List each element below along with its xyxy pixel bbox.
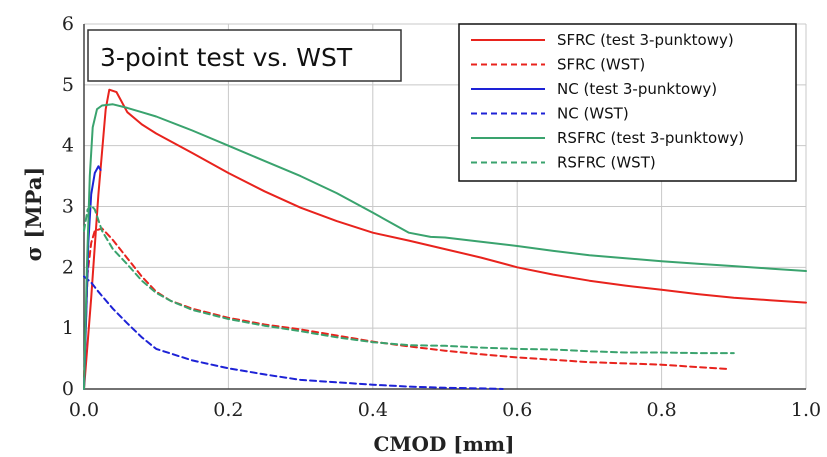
y-tick-label: 1 (62, 317, 74, 339)
x-tick-label: 0.2 (213, 399, 243, 421)
tick-labels: 0.0 0.2 0.4 0.6 0.8 1.0 0 1 2 3 4 5 6 (62, 13, 821, 421)
series-line-4 (83, 103, 807, 390)
series-line-5 (83, 204, 735, 355)
legend-item: SFRC (WST) (471, 56, 645, 74)
series-line-0 (83, 88, 807, 390)
series-line-3 (83, 275, 504, 390)
legend-item: SFRC (test 3-punktowy) (471, 31, 734, 49)
y-tick-label: 2 (62, 256, 74, 278)
y-tick-label: 4 (62, 135, 74, 157)
x-tick-label: 1.0 (791, 399, 821, 421)
legend-item: NC (WST) (471, 105, 629, 123)
legend-label: RSFRC (WST) (557, 154, 656, 172)
chart-title: 3-point test vs. WST (100, 43, 353, 72)
y-tick-label: 5 (62, 74, 74, 96)
y-tick-label: 0 (62, 378, 74, 400)
y-tick-label: 6 (62, 13, 74, 35)
y-tick-label: 3 (62, 196, 74, 218)
x-tick-label: 0.4 (358, 399, 388, 421)
legend: SFRC (test 3-punktowy) SFRC (WST) NC (test… (458, 23, 797, 182)
legend-item: RSFRC (WST) (471, 154, 656, 172)
series-group (83, 88, 807, 390)
legend-item: NC (test 3-punktowy) (471, 80, 717, 98)
legend-label: SFRC (WST) (557, 56, 645, 74)
x-tick-label: 0.6 (502, 399, 532, 421)
x-tick-label: 0.0 (69, 399, 99, 421)
legend-label: NC (WST) (557, 105, 629, 123)
series-line-1 (83, 227, 728, 378)
x-axis-title: CMOD [mm] (373, 432, 514, 456)
legend-item: RSFRC (test 3-punktowy) (471, 129, 744, 147)
legend-label: NC (test 3-punktowy) (557, 80, 717, 98)
x-tick-label: 0.8 (646, 399, 676, 421)
y-axis-title: σ [MPa] (21, 167, 46, 262)
axes (83, 24, 806, 390)
chart-title-box: 3-point test vs. WST (87, 29, 402, 82)
legend-label: SFRC (test 3-punktowy) (557, 31, 734, 49)
legend-label: RSFRC (test 3-punktowy) (557, 129, 744, 147)
